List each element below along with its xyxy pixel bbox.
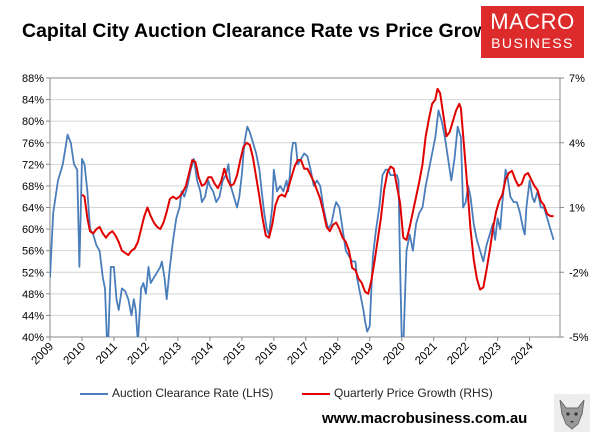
series-layer bbox=[50, 87, 555, 337]
logo-line1: MACRO bbox=[490, 9, 575, 34]
grid-lines bbox=[50, 99, 560, 316]
x-label-2014: 2014 bbox=[189, 340, 216, 367]
y-left-label-11: 84% bbox=[22, 95, 44, 107]
legend-item-rhs: Quarterly Price Growth (RHS) bbox=[302, 386, 493, 400]
series-price-growth-line bbox=[81, 87, 554, 295]
y-right-label-3: 4% bbox=[569, 138, 585, 150]
legend-item-lhs: Auction Clearance Rate (LHS) bbox=[80, 386, 273, 400]
y-left-label-7: 68% bbox=[22, 181, 44, 193]
y-right-label-0: -5% bbox=[569, 332, 589, 344]
y-left-label-2: 48% bbox=[22, 289, 44, 301]
y-left-label-0: 40% bbox=[22, 332, 44, 344]
y-left-label-5: 60% bbox=[22, 224, 44, 236]
x-label-2015: 2015 bbox=[221, 341, 248, 368]
x-label-2018: 2018 bbox=[317, 341, 344, 368]
axis-ticks bbox=[46, 77, 564, 341]
y-left-label-3: 52% bbox=[22, 267, 44, 279]
y-left-label-9: 76% bbox=[22, 138, 44, 150]
y-left-label-6: 64% bbox=[22, 203, 44, 215]
x-label-2023: 2023 bbox=[477, 341, 504, 368]
x-label-2017: 2017 bbox=[285, 341, 312, 368]
macrobusiness-logo: MACRO BUSINESS bbox=[481, 6, 584, 58]
x-label-2013: 2013 bbox=[157, 341, 184, 368]
y-left-label-12: 88% bbox=[22, 73, 44, 85]
y-right-label-2: 1% bbox=[569, 203, 585, 215]
x-label-2020: 2020 bbox=[381, 341, 408, 368]
y-left-label-4: 56% bbox=[22, 246, 44, 258]
footer-url: www.macrobusiness.com.au bbox=[322, 410, 528, 427]
y-left-label-8: 72% bbox=[22, 159, 44, 171]
series-clearance-rate-line bbox=[50, 109, 555, 337]
x-label-2019: 2019 bbox=[349, 341, 376, 368]
x-label-2010: 2010 bbox=[62, 341, 89, 368]
x-label-2011: 2011 bbox=[94, 341, 120, 367]
x-label-2016: 2016 bbox=[253, 341, 280, 368]
y-left-label-1: 44% bbox=[22, 310, 44, 322]
chart-title: Capital City Auction Clearance Rate vs P… bbox=[22, 20, 507, 42]
legend-swatch-rhs bbox=[302, 392, 330, 395]
x-label-2024: 2024 bbox=[509, 340, 536, 367]
x-label-2021: 2021 bbox=[413, 341, 440, 368]
wolf-icon bbox=[554, 394, 590, 432]
x-label-2022: 2022 bbox=[445, 341, 472, 368]
legend-label-rhs: Quarterly Price Growth (RHS) bbox=[334, 386, 493, 400]
y-right-label-1: -2% bbox=[569, 267, 589, 279]
x-label-2012: 2012 bbox=[125, 341, 152, 368]
y-left-label-10: 80% bbox=[22, 116, 44, 128]
x-label-2009: 2009 bbox=[30, 341, 57, 368]
y-right-label-4: 7% bbox=[569, 73, 585, 85]
legend-label-lhs: Auction Clearance Rate (LHS) bbox=[112, 386, 274, 400]
logo-line2: BUSINESS bbox=[491, 35, 574, 51]
legend-swatch-lhs bbox=[80, 392, 108, 395]
